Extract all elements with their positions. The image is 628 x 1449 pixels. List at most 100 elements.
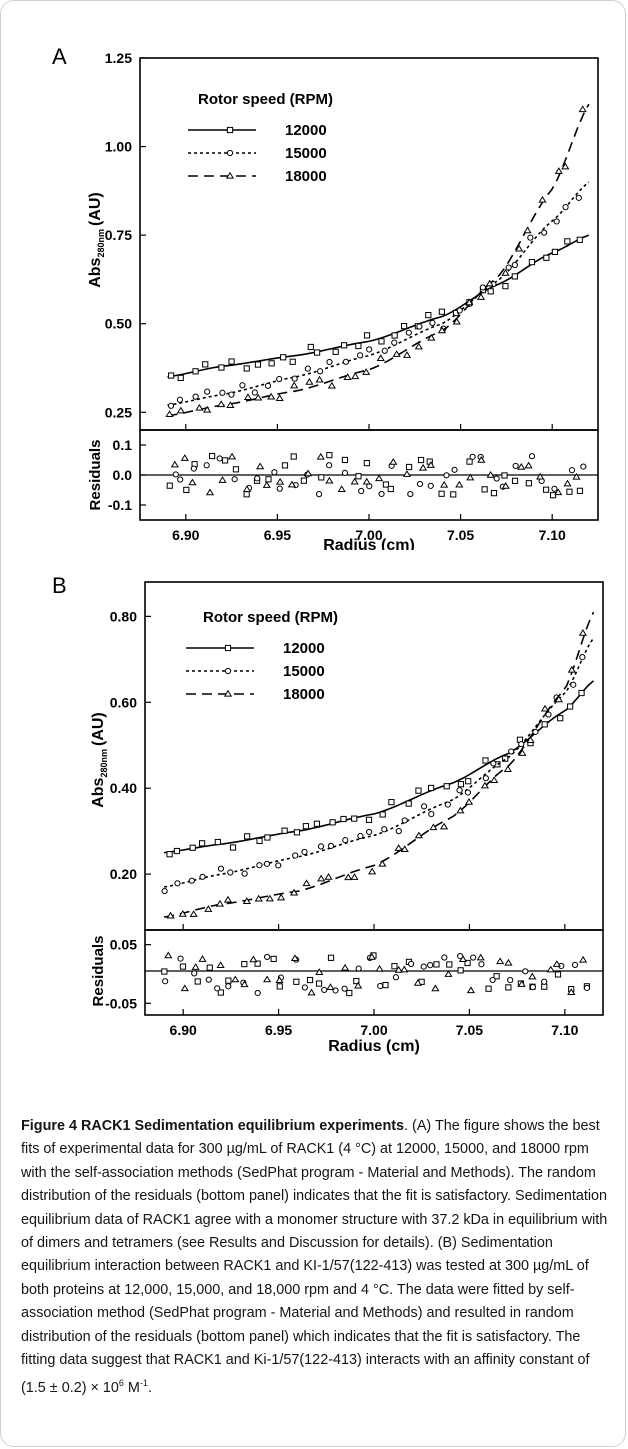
main-plot-frame [144,581,604,931]
data-point-12000 [198,840,206,847]
residual-tick-label: -0.05 [105,995,137,1011]
residual-point-12000 [391,963,398,970]
residual-point-15000 [392,974,400,981]
residual-point-12000 [265,476,272,483]
data-point-18000 [223,895,233,903]
data-point-15000 [562,204,569,211]
data-point-18000 [315,375,324,383]
legend-marker-12000 [224,644,232,652]
data-point-15000 [405,329,412,336]
data-point-18000 [554,167,563,174]
fit-line-12000 [167,234,590,378]
residual-point-18000 [262,481,271,488]
data-point-18000 [351,372,360,380]
data-point-12000 [543,254,550,261]
caption-unit: M [123,1380,140,1397]
data-point-12000 [388,799,395,806]
data-point-15000 [342,837,349,844]
residual-point-15000 [172,471,179,478]
residual-point-18000 [326,983,335,990]
data-point-18000 [324,873,333,880]
residual-point-15000 [512,462,519,470]
data-point-15000 [420,803,428,810]
residual-point-15000 [522,968,529,975]
residual-point-18000 [290,954,299,962]
residual-point-15000 [528,453,536,460]
residual-point-18000 [275,477,285,485]
data-point-12000 [551,248,559,256]
residual-point-15000 [315,491,323,498]
x-tick-label: 7.05 [456,1022,483,1038]
data-point-12000 [173,847,181,855]
residual-point-12000 [417,456,425,464]
caption-end: . [147,1380,152,1397]
data-point-15000 [511,261,518,269]
residual-point-18000 [367,953,376,960]
data-point-18000 [189,910,198,917]
axes: 6.90 6.95 7.00 7.05 7.10 0.20 0.40 0.60 0.80 0.05… [105,608,579,1038]
residual-point-12000 [315,980,323,987]
legend-label-18000: 18000 [283,686,325,703]
residual-point-12000 [576,487,584,494]
panel-a-chart: A Rotor speed (RPM) Abs280nm(AU) Residua… [52,44,599,550]
residual-point-18000 [304,469,313,477]
fit-line-15000 [167,181,590,406]
data-point-18000 [394,844,403,851]
residual-point-15000 [541,978,548,985]
residual-point-15000 [443,472,450,479]
data-point-15000 [217,865,225,872]
legend: Rotor speed (RPM) [198,91,333,108]
data-point-15000 [167,402,175,409]
data-point-12000 [511,273,518,280]
residual-point-18000 [402,470,412,477]
residual-point-12000 [254,960,261,967]
data-point-15000 [188,877,195,884]
data-point-15000 [301,848,308,856]
data-point-15000 [416,323,423,330]
panel-letter: B [52,573,67,598]
fit-line-12000 [163,680,595,854]
residual-point-18000 [341,963,350,971]
data-point-18000 [215,899,225,907]
data-point-18000 [166,911,175,919]
y-tick-label: 0.50 [105,316,132,332]
residuals-axis-label: Residuals [87,440,104,511]
y-tick-label: 1.25 [105,50,132,66]
residual-point-18000 [426,461,435,468]
data-point-12000 [428,784,435,792]
data-point-18000 [439,822,449,830]
residual-point-15000 [377,982,384,990]
data-point-18000 [526,736,535,743]
data-point-18000 [305,377,314,385]
residual-point-18000 [501,481,510,489]
residual-point-15000 [264,953,271,961]
residual-point-18000 [517,463,526,470]
residual-point-15000 [254,475,261,482]
residual-point-15000 [416,480,424,488]
data-point-18000 [400,845,409,852]
data-point-15000 [256,862,263,869]
residual-point-18000 [350,477,359,485]
data-point-12000 [482,757,489,764]
data-point-12000 [487,288,494,295]
residual-point-18000 [374,474,384,482]
data-point-15000 [304,365,311,372]
data-point-18000 [362,368,371,375]
residual-point-12000 [485,985,492,992]
data-point-12000 [332,348,339,355]
data-point-18000 [165,410,174,418]
residual-point-18000 [362,477,371,485]
residual-point-18000 [496,957,505,965]
residual-point-18000 [389,457,398,465]
residual-point-18000 [325,476,334,484]
residual-point-18000 [476,953,485,961]
data-point-12000 [254,361,262,368]
residual-point-12000 [466,458,473,465]
data-point-15000 [357,352,364,359]
residual-point-18000 [375,964,384,972]
legend-marker-12000 [226,126,234,134]
residual-point-18000 [240,980,249,988]
data-point-15000 [161,887,168,895]
residual-point-18000 [287,480,296,488]
